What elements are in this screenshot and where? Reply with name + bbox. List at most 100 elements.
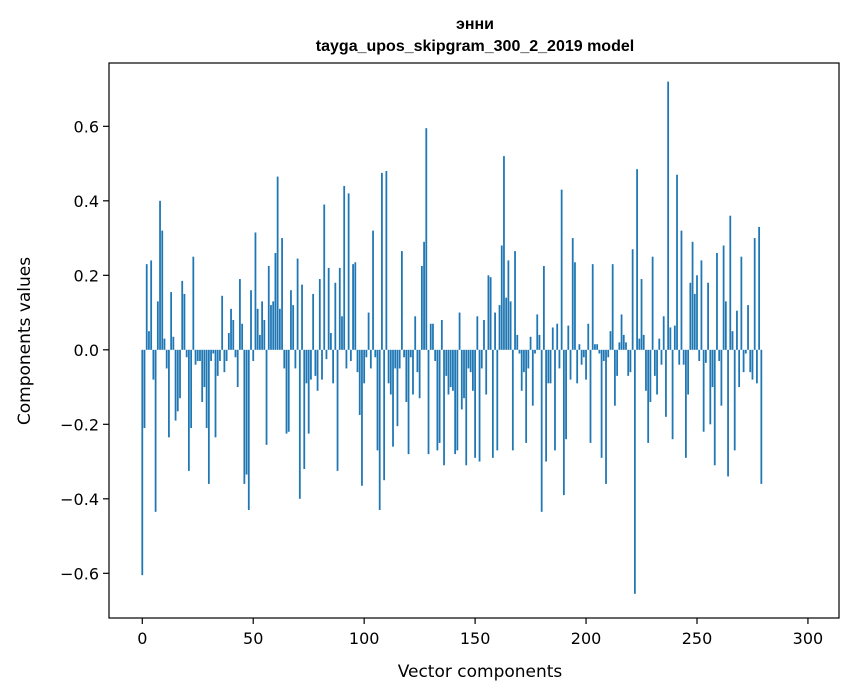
bar <box>150 260 153 350</box>
bar <box>645 349 647 391</box>
bar <box>622 334 625 350</box>
bar <box>616 349 619 376</box>
bar <box>633 349 636 594</box>
bar <box>194 349 197 365</box>
bar <box>316 349 319 391</box>
bar <box>700 260 703 350</box>
bar <box>321 349 323 380</box>
bar <box>729 215 732 350</box>
bar <box>330 333 332 350</box>
bar <box>294 349 297 369</box>
x-tick-label: 300 <box>793 629 824 648</box>
bar <box>640 279 643 350</box>
bar <box>281 238 283 350</box>
bar <box>580 349 583 365</box>
bar <box>443 349 445 466</box>
bar <box>236 349 239 388</box>
bar <box>702 349 705 432</box>
bar <box>629 349 632 373</box>
x-tick-label: 150 <box>460 629 491 648</box>
bar <box>358 349 361 415</box>
bar <box>718 349 721 361</box>
bar <box>456 349 459 451</box>
bar <box>420 266 423 350</box>
bar <box>571 238 574 350</box>
bar <box>511 349 514 451</box>
bar <box>425 128 428 350</box>
bar <box>323 204 326 350</box>
bar <box>753 238 756 350</box>
bar <box>709 349 712 425</box>
bar <box>527 349 530 369</box>
bar <box>523 349 525 373</box>
bar <box>545 349 547 462</box>
bar <box>476 316 479 350</box>
bar <box>727 349 729 477</box>
bar <box>642 334 645 350</box>
bar <box>414 316 417 350</box>
bar <box>651 256 654 350</box>
bar <box>478 349 481 462</box>
bar <box>187 349 190 471</box>
bar <box>474 349 476 458</box>
y-tick-label: 0.2 <box>74 266 99 285</box>
bar <box>179 349 181 399</box>
bar <box>731 331 734 350</box>
bar <box>212 349 215 354</box>
bar <box>554 349 556 451</box>
bar <box>394 349 397 369</box>
bar <box>221 295 224 350</box>
bar <box>343 185 346 350</box>
bar <box>671 349 674 440</box>
bar <box>234 349 237 358</box>
bar <box>722 245 725 350</box>
bar <box>711 349 714 388</box>
bar <box>232 320 235 350</box>
bar <box>691 241 694 350</box>
bar <box>487 275 490 350</box>
bar <box>565 349 567 440</box>
bar <box>618 342 621 350</box>
bar <box>585 349 587 380</box>
bar <box>285 349 288 434</box>
bar <box>219 349 221 361</box>
bar <box>325 349 328 360</box>
bar <box>500 245 503 350</box>
bar <box>225 349 228 361</box>
bar <box>520 349 523 391</box>
bar <box>361 349 363 486</box>
bar <box>327 267 330 350</box>
bar <box>407 349 410 455</box>
bar <box>472 349 474 391</box>
bar <box>418 349 421 399</box>
y-tick-label: 0.0 <box>74 341 99 360</box>
y-tick-label: 0.4 <box>74 192 99 211</box>
bar <box>412 349 414 395</box>
bar <box>432 323 434 350</box>
bar <box>485 349 488 395</box>
bar <box>223 349 226 373</box>
bar <box>161 230 164 350</box>
bar <box>678 349 681 365</box>
bar <box>560 189 563 350</box>
bar <box>669 327 672 350</box>
bar <box>274 252 277 350</box>
bar <box>534 349 536 354</box>
bar <box>141 349 144 576</box>
bar <box>239 279 241 350</box>
bar <box>381 172 383 350</box>
bar <box>607 349 610 358</box>
bar <box>658 338 661 350</box>
y-tick-label: 0.6 <box>74 117 99 136</box>
bar <box>685 349 687 458</box>
bar <box>596 344 599 350</box>
bar <box>696 275 698 350</box>
bar <box>183 293 186 350</box>
bar <box>338 267 341 350</box>
bar <box>263 320 266 350</box>
bar <box>602 349 605 361</box>
bar <box>631 249 634 350</box>
bar <box>469 349 472 373</box>
bar <box>587 323 590 350</box>
